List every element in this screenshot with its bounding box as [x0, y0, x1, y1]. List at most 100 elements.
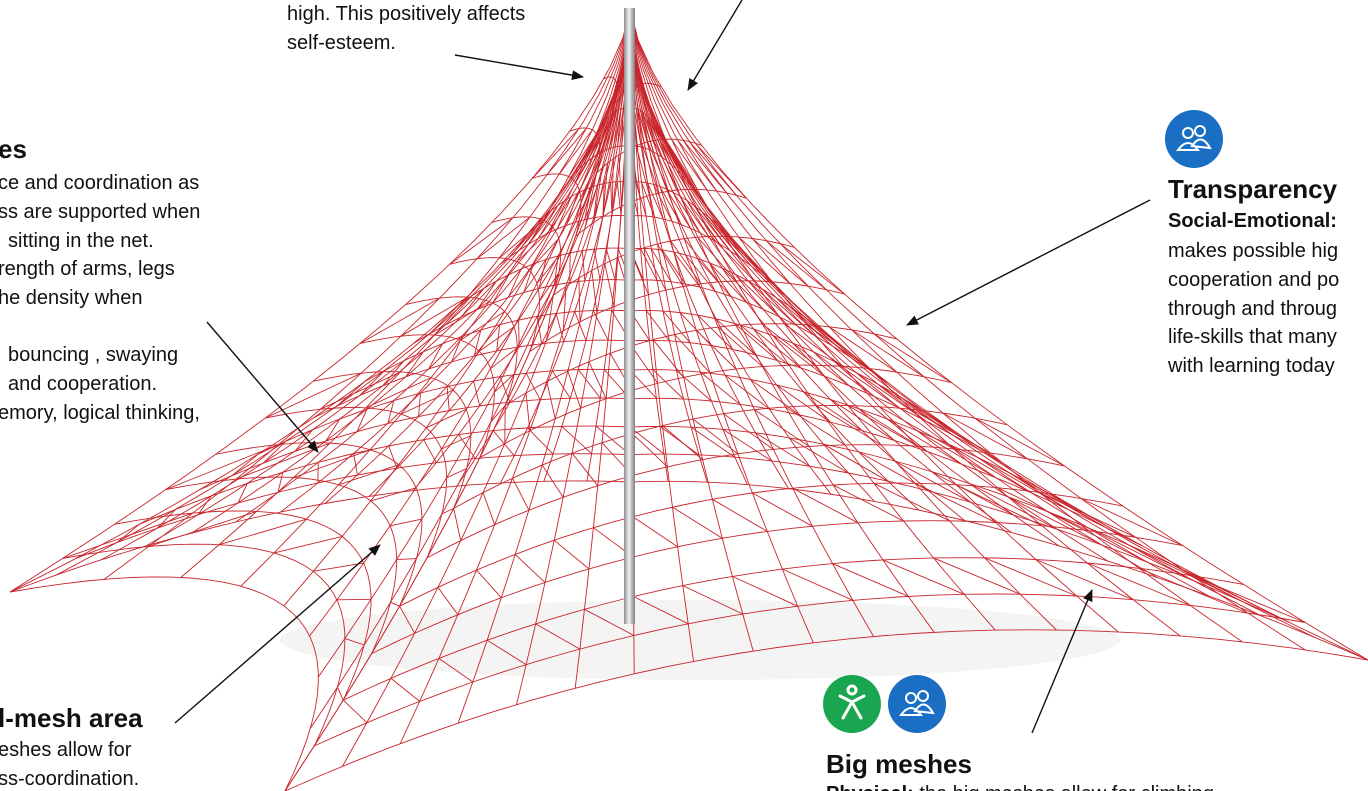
rope — [390, 601, 400, 607]
rope — [732, 575, 798, 607]
rope — [682, 140, 727, 194]
rope — [802, 391, 863, 431]
rope — [388, 445, 398, 469]
arrow — [174, 544, 381, 724]
rope — [695, 329, 737, 370]
rope — [830, 399, 895, 441]
rope — [514, 554, 546, 583]
rope — [710, 236, 755, 282]
rope — [399, 605, 416, 634]
rope — [692, 418, 739, 455]
arrow — [687, 0, 743, 91]
rope — [1190, 574, 1306, 623]
rope — [739, 324, 790, 366]
rope — [615, 82, 662, 104]
note-line: and cooperation. — [8, 373, 157, 395]
rope — [368, 7, 631, 497]
rope — [666, 188, 691, 229]
rope — [561, 426, 592, 455]
rope — [647, 141, 669, 192]
social-glyph — [1176, 125, 1212, 151]
rope — [640, 248, 658, 281]
rope — [882, 559, 965, 595]
rope — [165, 444, 279, 490]
rope — [293, 449, 371, 478]
rope — [646, 115, 668, 162]
rope — [1087, 527, 1194, 582]
rope — [761, 323, 816, 366]
rope — [426, 408, 467, 429]
rope — [473, 329, 482, 357]
rope — [709, 262, 747, 303]
rope — [662, 249, 686, 285]
rope — [283, 7, 631, 607]
rope — [876, 383, 953, 436]
rope — [100, 7, 631, 561]
rope — [284, 7, 631, 791]
social-icon — [888, 675, 946, 733]
rope — [479, 326, 515, 352]
rope — [399, 7, 631, 744]
rope — [665, 138, 698, 190]
rope — [1128, 544, 1242, 602]
rope — [629, 480, 1368, 661]
rope — [933, 557, 1021, 595]
rope — [529, 238, 560, 271]
note-line: ss-coordination. — [0, 768, 139, 790]
arrows — [174, 0, 1151, 734]
rope — [697, 258, 732, 297]
rope — [635, 145, 650, 196]
note-line: rength of arms, legs — [0, 258, 175, 280]
rope — [535, 623, 581, 650]
rope — [629, 7, 1209, 597]
rope — [543, 7, 631, 482]
rope — [697, 314, 734, 350]
rope — [486, 639, 527, 665]
rope — [382, 360, 405, 386]
rope — [359, 297, 440, 344]
rope — [647, 182, 664, 220]
rope — [818, 327, 888, 383]
rope — [629, 7, 935, 633]
rope — [910, 408, 991, 454]
rope — [1007, 471, 1105, 528]
rope — [284, 629, 1368, 791]
rope — [1007, 496, 1102, 546]
rope — [618, 154, 622, 207]
rope — [1039, 488, 1142, 546]
rope — [519, 215, 545, 251]
rope — [539, 272, 560, 302]
rope — [518, 320, 520, 347]
rope — [879, 406, 954, 450]
note-line: cooperation and po — [1168, 269, 1339, 291]
rope — [632, 516, 678, 548]
rope — [490, 347, 518, 370]
rope — [697, 236, 737, 282]
rope — [670, 240, 702, 285]
rope — [593, 185, 599, 218]
rope — [9, 7, 631, 593]
rope — [694, 142, 747, 199]
rope — [527, 427, 554, 455]
note-line: eshes allow for — [0, 739, 132, 761]
rope — [317, 462, 319, 484]
rope — [571, 452, 599, 486]
rope — [914, 482, 996, 523]
rope — [657, 243, 684, 287]
rope — [476, 569, 502, 599]
rope — [731, 238, 785, 295]
rope — [683, 238, 719, 283]
rope — [581, 250, 586, 281]
rope — [723, 413, 774, 450]
rope — [359, 370, 385, 396]
rope — [148, 510, 257, 547]
rope — [309, 7, 631, 637]
note-line: makes possible hig — [1168, 240, 1338, 262]
rope — [652, 369, 684, 400]
rope — [460, 311, 505, 341]
rope — [584, 608, 635, 636]
note-line: ss are supported when — [0, 201, 200, 223]
rope — [558, 129, 593, 175]
rope — [537, 205, 559, 239]
